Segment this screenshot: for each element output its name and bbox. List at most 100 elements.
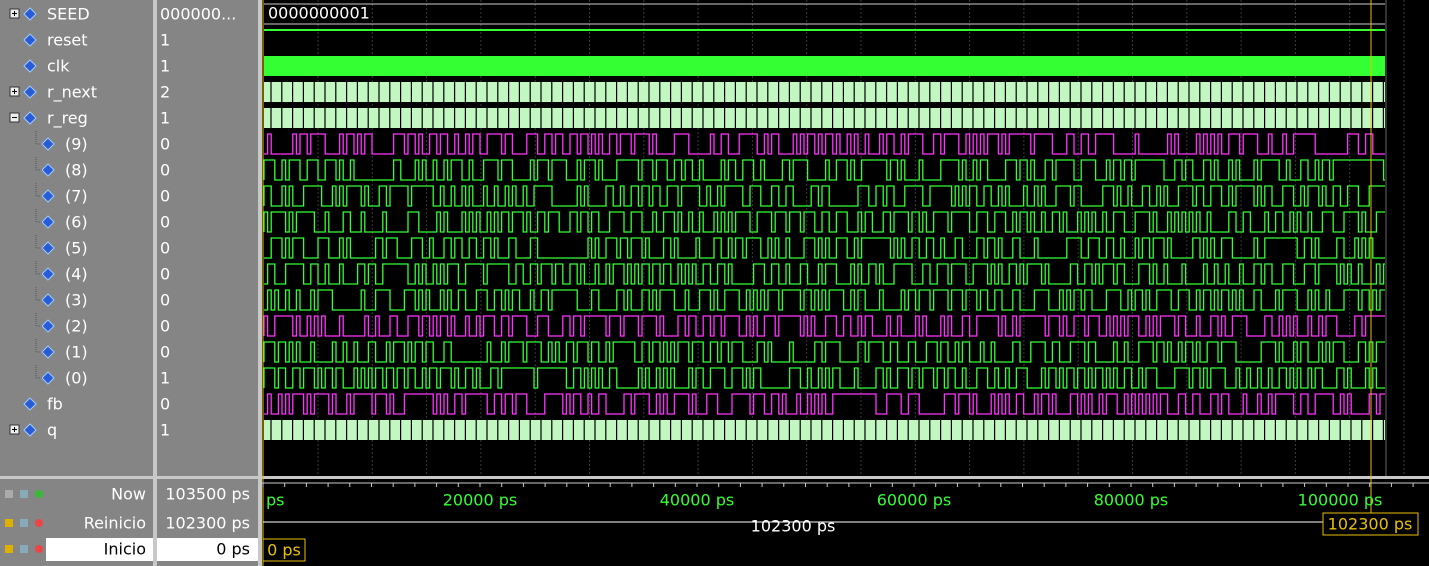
panel-divider <box>0 476 1429 479</box>
signal-value: 0 <box>160 317 170 336</box>
time-tick-label: 80000 ps <box>1094 491 1168 510</box>
signal-value: 1 <box>160 57 170 76</box>
bus-label: 0000000001 <box>268 4 370 23</box>
cursor-name: Now <box>111 485 146 504</box>
signal-name: SEED <box>47 5 90 24</box>
cursor-flag-label: 0 ps <box>267 541 301 560</box>
cursor-icon <box>35 545 43 553</box>
signal-icon <box>23 423 37 437</box>
cursor-icon <box>35 490 43 498</box>
signal-icon <box>41 163 55 177</box>
bus-wave <box>264 3 1385 25</box>
signal-icon <box>41 345 55 359</box>
cursor-icon <box>35 519 43 527</box>
signal-value: 0 <box>160 343 170 362</box>
signal-value: 0 <box>160 239 170 258</box>
cursor-flag <box>1322 512 1419 536</box>
signal-name: (6) <box>65 213 88 232</box>
signal-value: 1 <box>160 369 170 388</box>
tree-line <box>35 183 42 197</box>
tree-line <box>35 339 42 353</box>
signal-name: (0) <box>65 369 88 388</box>
signal-icon <box>41 319 55 333</box>
bus-transitions <box>270 82 1384 102</box>
cursor-name: Inicio <box>104 540 146 559</box>
signal-value: 000000... <box>160 5 236 24</box>
cursor-flag-label: 102300 ps <box>1328 515 1413 534</box>
bit-wave <box>263 159 1385 181</box>
signal-value: 1 <box>160 421 170 440</box>
cursor-icon <box>5 490 13 498</box>
bus-transitions <box>270 420 1384 440</box>
bus-wave <box>264 82 1385 102</box>
cursor-delta: 102300 ps <box>751 517 836 536</box>
signal-value: 0 <box>160 291 170 310</box>
bit-wave <box>263 367 1385 389</box>
bus-transitions <box>270 108 1384 128</box>
bit-wave <box>263 341 1385 363</box>
signal-icon <box>41 137 55 151</box>
expand-sign <box>12 427 17 432</box>
time-tick-label: 60000 ps <box>877 491 951 510</box>
signal-icon <box>23 397 37 411</box>
signal-name: (2) <box>65 317 88 336</box>
signal-value: 0 <box>160 395 170 414</box>
inicio-value-box <box>157 538 258 561</box>
tree-line <box>35 261 42 275</box>
bit-wave <box>263 315 1385 337</box>
signal-name: r_reg <box>47 109 88 129</box>
signal-name: (5) <box>65 239 88 258</box>
signal-pane <box>0 0 258 566</box>
signal-name: r_next <box>47 83 97 103</box>
signal-value: 0 <box>160 187 170 206</box>
pane-divider <box>258 0 262 566</box>
cursor-value: 0 ps <box>216 540 250 559</box>
cursor-icon <box>20 545 28 553</box>
signal-name: (3) <box>65 291 88 310</box>
signal-value: 2 <box>160 83 170 102</box>
bit-wave <box>264 263 1385 285</box>
signal-name: reset <box>47 31 88 50</box>
bus-wave <box>264 420 1385 440</box>
cursor-name: Reinicio <box>84 514 146 533</box>
tree-line <box>35 209 42 223</box>
signal-icon <box>23 33 37 47</box>
cursor-icon <box>20 490 28 498</box>
tree-line <box>35 365 42 379</box>
bit-wave <box>264 237 1385 259</box>
inicio-box <box>46 538 153 561</box>
signal-icon <box>41 189 55 203</box>
signal-icon <box>41 293 55 307</box>
bit-wave <box>263 185 1385 207</box>
signal-value: 0 <box>160 213 170 232</box>
signal-name: (7) <box>65 187 88 206</box>
cursor-value: 102300 ps <box>165 514 250 533</box>
signal-icon <box>41 371 55 385</box>
signal-icon <box>23 85 37 99</box>
clock-wave <box>264 56 1385 76</box>
signal-icon <box>23 59 37 73</box>
bit-wave <box>264 133 1385 155</box>
tree-line <box>35 287 42 301</box>
time-tick-label: ps <box>266 491 285 510</box>
signal-icon <box>41 267 55 281</box>
cursor-flag <box>262 538 306 562</box>
cursor-icon <box>5 519 13 527</box>
tree-line <box>35 313 42 327</box>
signal-name: (1) <box>65 343 88 362</box>
signal-name: (9) <box>65 135 88 154</box>
expand-sign <box>12 11 17 16</box>
bit-wave <box>264 289 1385 311</box>
bus-wave <box>264 108 1385 128</box>
signal-name: fb <box>47 395 63 414</box>
expand-sign <box>12 89 17 94</box>
signal-name: q <box>47 421 57 440</box>
cursor-value: 103500 ps <box>165 485 250 504</box>
signal-value: 1 <box>160 31 170 50</box>
time-tick-label: 40000 ps <box>660 491 734 510</box>
signal-value: 0 <box>160 265 170 284</box>
time-tick-label: 20000 ps <box>443 491 517 510</box>
signal-name: clk <box>47 57 70 76</box>
signal-icon <box>23 7 37 21</box>
